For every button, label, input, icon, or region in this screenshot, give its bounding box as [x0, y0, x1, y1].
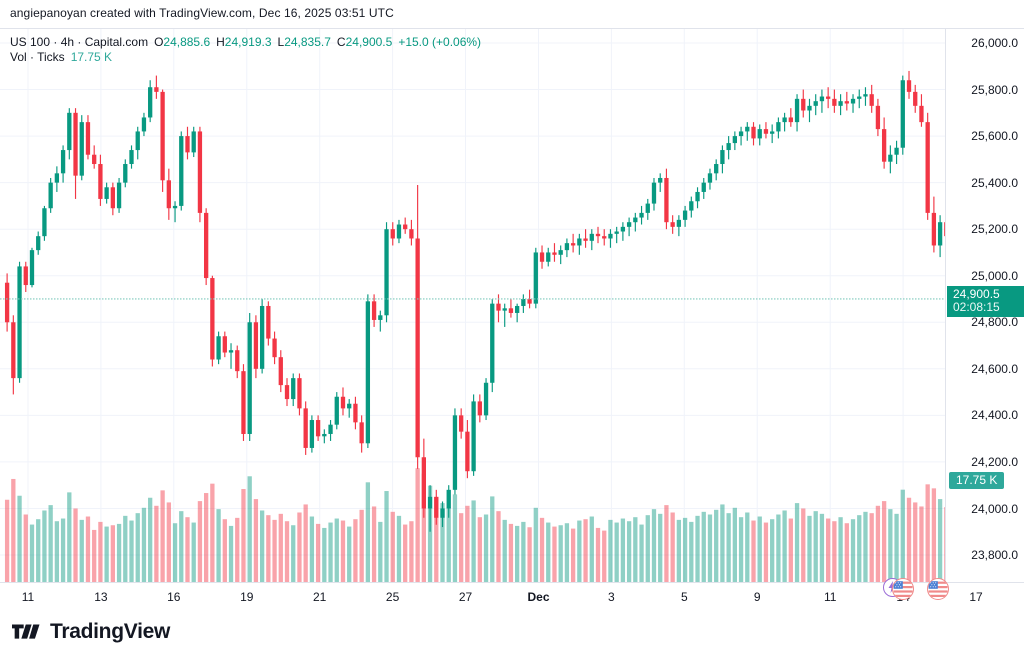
time-tick-label: 25 [385, 590, 400, 604]
volume-bars [4, 468, 945, 582]
price-tick-label: 24,400.0 [971, 408, 1018, 423]
price-tick-label: 25,000.0 [971, 268, 1018, 283]
chart-pane[interactable] [0, 29, 945, 582]
price-tick-label: 25,600.0 [971, 129, 1018, 144]
price-axis[interactable]: 24,900.5 02:08:15 17.75 K 26,000.0 25,800… [945, 29, 1024, 582]
price-tick-label: 25,200.0 [971, 222, 1018, 237]
price-tick-label: 24,200.0 [971, 454, 1018, 469]
time-tick-label: 9 [753, 590, 761, 604]
time-tick-label: 16 [167, 590, 181, 604]
economic-event-marker-2[interactable] [927, 578, 949, 600]
time-tick-label: 21 [313, 590, 327, 604]
time-axis[interactable]: 11131619212527Dec359111417 [0, 582, 1024, 611]
time-tick-label: 13 [94, 590, 108, 604]
us-flag-glyph-2 [928, 581, 948, 597]
time-tick-label: 3 [608, 590, 615, 604]
current-price-badge: 24,900.5 02:08:15 [947, 285, 1024, 317]
time-tick-label: 19 [240, 590, 254, 604]
price-tick-label: 23,800.0 [971, 548, 1018, 562]
us-flag-icon-2 [927, 578, 949, 600]
tradingview-footer: TradingView [12, 620, 170, 644]
time-tick-label: 11 [823, 590, 837, 604]
time-tick-label: 27 [458, 590, 473, 604]
current-price-value: 24,900.5 [953, 286, 1000, 301]
price-tick-label: 24,800.0 [971, 315, 1018, 330]
attribution-text: angiepanoyan created with TradingView.co… [10, 6, 394, 20]
price-tick-label: 25,800.0 [971, 82, 1018, 97]
time-tick-label: 17 [969, 590, 983, 604]
price-tick-label: 25,400.0 [971, 175, 1018, 190]
chart-frame: US 100 · 4h · Capital.com O24,885.6 H24,91… [0, 28, 1024, 611]
price-tick-label: 24,600.0 [971, 361, 1018, 376]
tradingview-logo-icon [12, 624, 40, 639]
us-flag-glyph [893, 581, 913, 597]
volume-badge: 17.75 K [949, 472, 1005, 489]
price-tick-label: 24,000.0 [971, 501, 1018, 516]
time-tick-label: Dec [527, 590, 550, 604]
price-tick-label: 26,000.0 [971, 36, 1018, 50]
candles [4, 70, 945, 532]
tradingview-wordmark: TradingView [50, 620, 171, 643]
candlestick-plot [0, 29, 945, 582]
bar-countdown: 02:08:15 [953, 299, 1000, 314]
us-flag-icon [892, 578, 914, 600]
economic-event-marker-1[interactable] [883, 578, 914, 600]
time-tick-label: 11 [21, 590, 35, 604]
time-tick-label: 5 [680, 590, 688, 604]
